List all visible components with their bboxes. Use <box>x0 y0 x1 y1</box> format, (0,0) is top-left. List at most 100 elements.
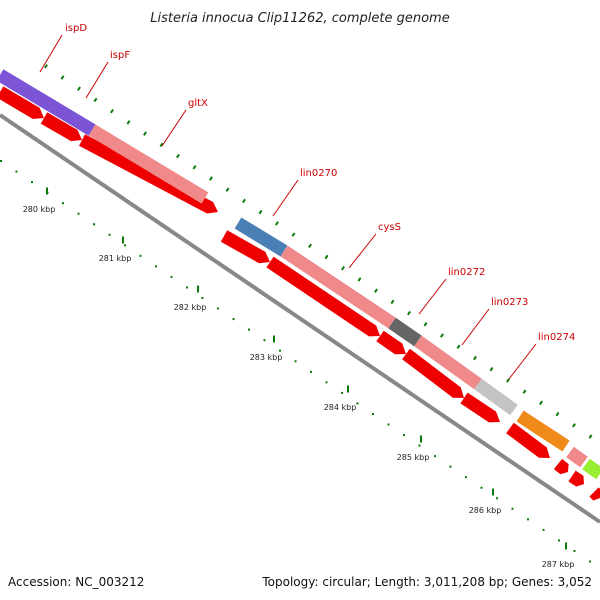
minor-tick <box>209 176 213 181</box>
tick-dot <box>0 160 2 162</box>
tick-dot <box>511 507 514 510</box>
gene-block <box>582 458 600 480</box>
tick-dot <box>217 307 219 310</box>
tick-dot <box>449 465 452 468</box>
minor-tick <box>159 142 164 148</box>
tick-dot <box>465 476 467 479</box>
minor-tick <box>374 288 378 293</box>
tick-label: 282 kbp <box>174 303 207 312</box>
cds-track <box>0 86 600 501</box>
tick-dot <box>170 275 173 278</box>
cds-arrow <box>266 256 380 337</box>
major-tick <box>565 542 567 550</box>
tick-label: 287 kbp <box>542 560 575 569</box>
cds-arrow <box>460 392 500 423</box>
gene-label-leader <box>418 278 447 315</box>
cds-arrow <box>568 470 584 487</box>
tick-label: 285 kbp <box>397 453 430 462</box>
major-tick <box>492 488 494 496</box>
tick-dot <box>186 286 188 289</box>
map-title: Listeria innocua Clip11262, complete gen… <box>150 11 449 26</box>
tick-labels: 280 kbp 281 kbp 282 kbp 283 kbp 284 kbp 285 k… <box>23 205 575 569</box>
gene-label: lin0270 <box>300 168 337 179</box>
minor-tick <box>93 97 98 103</box>
tick-dot <box>93 223 95 226</box>
gene-block <box>566 446 588 468</box>
cds-arrow <box>40 112 82 142</box>
minor-tick <box>572 423 576 428</box>
tick-dot <box>496 497 498 500</box>
minor-tick <box>126 120 131 125</box>
tick-dot <box>310 370 312 373</box>
cds-arrow <box>79 134 218 214</box>
gene-label-leader <box>39 34 63 73</box>
tick-label: 281 kbp <box>99 254 132 263</box>
tick-dot <box>31 181 33 184</box>
gene-block <box>280 245 396 329</box>
gene-labels: ispD ispF gltX lin0270 cysS lin0272 lin0273 lin… <box>39 23 575 380</box>
gene-label: lin0273 <box>491 297 528 308</box>
tick-dot <box>124 244 126 247</box>
tick-dot <box>589 560 591 563</box>
major-tick <box>197 285 199 293</box>
cds-arrow <box>589 487 600 501</box>
cds-arrow <box>553 458 569 475</box>
gene-block <box>516 410 570 452</box>
major-tick <box>122 236 124 244</box>
major-tick <box>273 335 275 343</box>
minor-tick <box>407 310 411 316</box>
minor-tick <box>506 378 510 383</box>
tick-dot <box>434 455 436 458</box>
gene-label: ispF <box>110 50 130 61</box>
minor-tick <box>258 209 263 215</box>
cds-arrow <box>376 330 406 355</box>
accession-text: Accession: NC_003212 <box>8 575 144 589</box>
gene-label-leader <box>348 233 377 269</box>
minor-tick <box>291 232 296 237</box>
cds-arrow <box>220 230 270 264</box>
tick-dot <box>341 391 343 394</box>
tick-label: 284 kbp <box>324 403 357 412</box>
tick-dot <box>387 423 390 426</box>
tick-dot <box>139 254 142 257</box>
tick-dot <box>542 528 545 531</box>
minor-tick <box>456 344 461 349</box>
tick-dot <box>15 170 18 173</box>
tick-dot <box>356 402 359 405</box>
minor-tick <box>110 108 114 114</box>
gene-label: lin0272 <box>448 267 485 278</box>
tick-dot <box>558 539 560 542</box>
minor-tick <box>308 243 312 249</box>
gene-label: ispD <box>65 23 87 34</box>
tick-dot <box>418 444 421 447</box>
major-tick <box>347 385 349 393</box>
minor-tick <box>390 299 395 305</box>
gene-block <box>474 378 518 416</box>
tick-dot <box>62 202 64 205</box>
gene-block <box>388 317 422 347</box>
gene-track <box>0 69 600 480</box>
backbone-line-outer <box>0 113 600 524</box>
tick-dot <box>480 486 483 489</box>
tick-dot <box>232 318 235 321</box>
tick-dot <box>372 412 374 415</box>
tick-dot <box>77 212 80 215</box>
minor-tick <box>44 64 48 69</box>
tick-dot <box>325 381 328 384</box>
major-ticks <box>46 187 567 550</box>
gene-block <box>414 335 482 390</box>
tick-label: 283 kbp <box>250 353 283 362</box>
tick-dot <box>248 328 250 331</box>
minor-tick <box>588 434 593 439</box>
minor-tick <box>440 333 444 338</box>
tick-dot <box>527 518 529 521</box>
gene-block <box>0 69 96 136</box>
tick-label: 286 kbp <box>469 506 502 515</box>
minor-tick <box>357 277 362 282</box>
tick-dot <box>279 349 281 352</box>
minor-tick <box>176 153 180 159</box>
minor-tick <box>242 198 246 204</box>
tick-dot <box>573 549 576 552</box>
gene-label-leader <box>461 308 490 346</box>
